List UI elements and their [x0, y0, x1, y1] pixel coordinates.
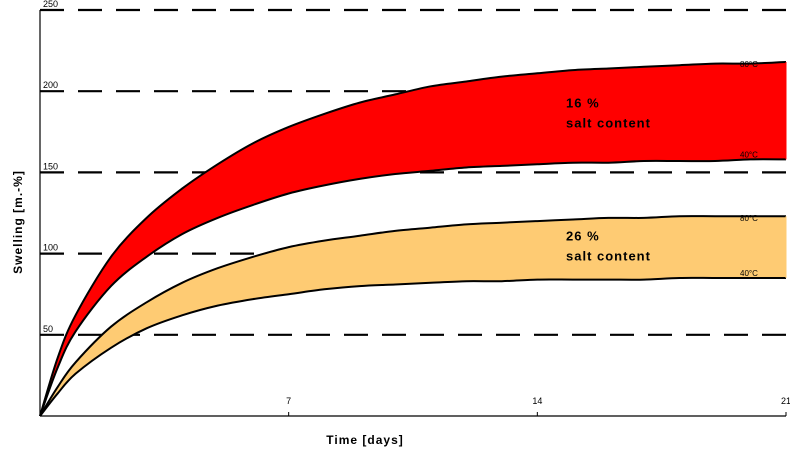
temp-label-upper: 80°C [740, 214, 758, 223]
band-label-text: salt content [566, 249, 651, 264]
band-labels: 16 % salt content 80°C 40°C 26 % salt content… [566, 60, 758, 278]
temp-label-upper: 80°C [740, 60, 758, 69]
band-upper-line-2 [39, 215, 786, 417]
x-tick-label: 21 [781, 396, 790, 406]
band-label-pct: 16 % [566, 96, 600, 111]
band-label-text: salt content [566, 116, 651, 131]
x-axis-title: Time [days] [326, 433, 403, 447]
y-axis-title: Swelling [m.-%] [11, 170, 25, 274]
band-lower-line-1 [39, 158, 787, 417]
axes [39, 10, 786, 417]
y-tick-label: 200 [43, 80, 58, 90]
band-fill-1 [40, 62, 786, 416]
band-label-pct: 26 % [566, 229, 600, 244]
temp-label-lower: 40°C [740, 269, 758, 278]
tick-labels: 50 100 150 200 250 7 14 21 [43, 0, 790, 416]
band-lower-line-2 [39, 276, 786, 417]
y-tick-label: 50 [43, 324, 53, 334]
y-tick-label: 100 [43, 243, 58, 253]
temp-label-lower: 40°C [740, 150, 758, 159]
y-tick-label: 150 [43, 161, 58, 171]
x-tick-label: 14 [532, 396, 542, 406]
x-tick-label: 7 [286, 396, 291, 406]
y-tick-label: 250 [43, 0, 58, 9]
bands [39, 61, 787, 417]
band-upper-line-1 [39, 61, 787, 417]
